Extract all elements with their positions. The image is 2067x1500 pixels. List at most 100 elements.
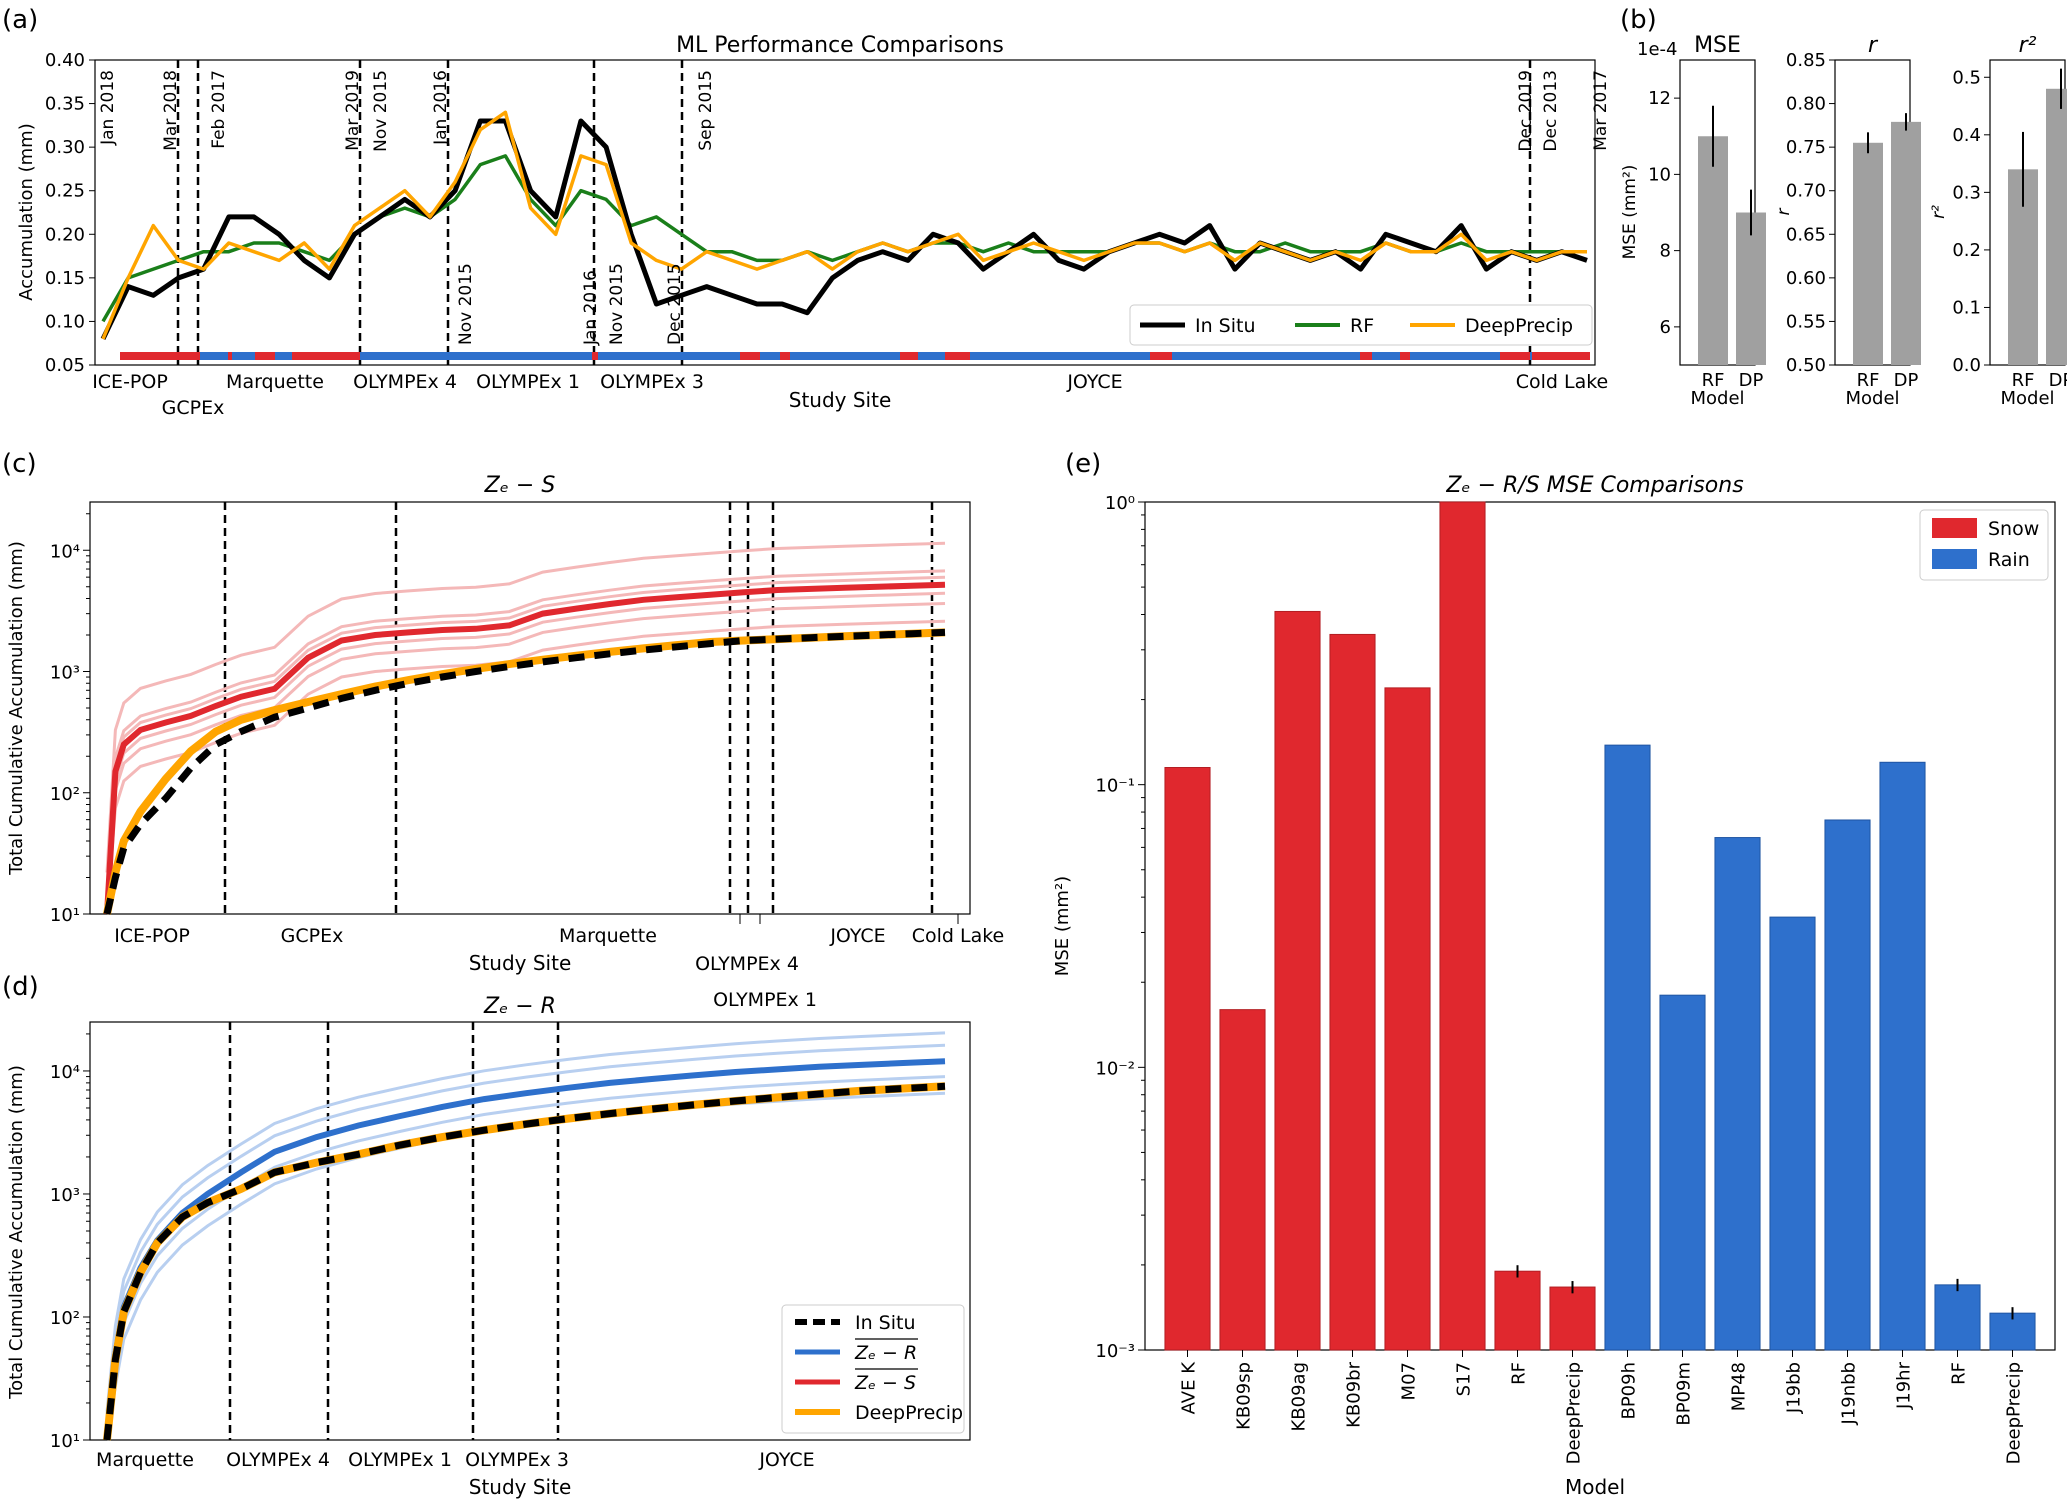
b-xtick-label: DP: [1739, 370, 1764, 391]
panel-a-precip-type-strip: [120, 352, 1590, 360]
a-line-deepprecip: [101, 110, 1587, 340]
e-legend-rain-label: Rain: [1988, 549, 2030, 571]
e-legend-snow-swatch: [1932, 518, 1977, 538]
log-tick-label: 10¹: [50, 1431, 80, 1452]
c-site-label: Cold Lake: [912, 925, 1005, 947]
c-line-deepprecip: [103, 628, 946, 915]
b-ytick-label: 0.5: [1952, 67, 1981, 88]
e-xtick-label: J19nbb: [1839, 1362, 1860, 1425]
a-ytick-label: 0.40: [45, 50, 85, 71]
log-tick-label: 10⁴: [50, 1062, 80, 1083]
b-ylabel: r: [1774, 208, 1794, 216]
a-date-top: Feb 2017: [209, 70, 229, 149]
a-ytick-label: 0.05: [45, 355, 85, 376]
e-xtick-label: DeepPrecip: [2004, 1362, 2025, 1464]
e-bar: [1824, 819, 1871, 1351]
panel-a-frame: [94, 59, 1596, 366]
b-title: MSE: [1694, 33, 1741, 58]
c-site-label: Marquette: [559, 925, 657, 947]
panel-d-plot: [103, 1022, 946, 1441]
panel-c-xlabel: Study Site: [469, 951, 572, 975]
d-site-label: OLYMPEx 3: [465, 1449, 569, 1471]
a-site-label: OLYMPEx 4: [353, 371, 457, 393]
b-ytick-label: 10: [1648, 164, 1671, 185]
e-legend-rain-swatch: [1932, 549, 1977, 569]
a-ytick-label: 0.15: [45, 268, 85, 289]
panel-e-legend: Snow Rain: [1919, 509, 2049, 581]
d-site-label: JOYCE: [758, 1449, 814, 1471]
panel-c-frame: [89, 501, 971, 915]
panel-a-y-ticks: 0.05 0.10 0.15 0.20 0.25 0.30 0.35 0.40: [45, 50, 95, 376]
a-strip-snow: [1400, 352, 1410, 360]
a-date-bottom: Nov 2015: [607, 263, 627, 345]
legend-deepprecip-label: DeepPrecip: [1465, 315, 1573, 337]
a-ytick-label: 0.35: [45, 94, 85, 115]
e-xtick-label: KB09ag: [1289, 1362, 1310, 1432]
log-tick-label: 10²: [50, 784, 80, 805]
b-ytick-label: 0.65: [1786, 224, 1826, 245]
a-strip-snow: [900, 352, 918, 360]
e-bar: [1329, 633, 1376, 1351]
e-tick-label: 10⁻²: [1095, 1058, 1135, 1079]
b-ytick-label: 0.70: [1786, 181, 1826, 202]
a-site-label: OLYMPEx 3: [600, 371, 704, 393]
b-xlabel: Model: [1845, 388, 1899, 409]
a-strip-snow: [255, 352, 275, 360]
b-ytick-label: 6: [1660, 317, 1671, 338]
e-bar: [1439, 501, 1486, 1351]
panel-e-frame: [1144, 501, 2056, 1351]
a-strip-snow: [1532, 352, 1590, 360]
b-ytick-label: 0.55: [1786, 311, 1826, 332]
b-ytick-label: 0.4: [1952, 125, 1981, 146]
b-ytick-label: 12: [1648, 88, 1671, 109]
e-bar: [1494, 1270, 1541, 1351]
panel-c-ylabel: Total Cumulative Accumulation (mm): [6, 541, 27, 876]
e-bar: [1604, 744, 1651, 1351]
a-strip-snow: [780, 352, 790, 360]
d-legend-insitu-label: In Situ: [855, 1312, 916, 1334]
panel-a-date-labels: Jan 2018 Mar 2018 Feb 2017 Mar 2019 Nov 2015…: [98, 70, 1611, 346]
a-strip-rain: [120, 352, 1532, 360]
legend-rf-label: RF: [1350, 315, 1374, 337]
e-bar: [1549, 1286, 1596, 1351]
b-xtick-label: DP: [2049, 370, 2067, 391]
log-tick-label: 10⁴: [50, 541, 80, 562]
e-bar: [1384, 687, 1431, 1351]
panel-d-legend: In Situ Zₑ − R Zₑ − S DeepPrecip: [781, 1304, 965, 1434]
legend-insitu-label: In Situ: [1195, 315, 1256, 337]
a-strip-snow: [740, 352, 760, 360]
b-bar: [1736, 212, 1766, 365]
c-ensemble-line: [105, 541, 946, 873]
a-site-label: OLYMPEx 1: [476, 371, 580, 393]
panel-d-xlabel: Study Site: [469, 1475, 572, 1499]
d-legend-deepprecip-label: DeepPrecip: [855, 1402, 963, 1424]
panel-e-letter: (e): [1065, 449, 1101, 479]
a-line-rf: [101, 154, 1587, 323]
e-xtick-label: KB09br: [1344, 1361, 1365, 1427]
e-xtick-label: J19hr: [1894, 1361, 1915, 1410]
log-tick-label: 10¹: [50, 905, 80, 926]
a-date-top: Nov 2015: [371, 70, 391, 152]
a-site-label: GCPEx: [162, 397, 225, 419]
e-xtick-label: M07: [1399, 1362, 1420, 1400]
b-xtick-label: RF: [1702, 370, 1725, 391]
d-site-label: OLYMPEx 4: [226, 1449, 330, 1471]
panel-c-y-ticks: 10¹ 10² 10³ 10⁴: [50, 513, 90, 926]
panel-a: (a) ML Performance Comparisons 0.050.100…: [2, 5, 1611, 419]
panel-c-site-labels: ICE-POP GCPEx Marquette JOYCE Cold Lake OLYMP…: [114, 914, 1004, 1011]
e-bar: [1164, 767, 1211, 1351]
a-site-label: Marquette: [226, 371, 324, 393]
a-strip-snow: [228, 352, 232, 360]
b-xlabel: Model: [2000, 388, 2054, 409]
a-strip-snow: [292, 352, 360, 360]
c-site-label: JOYCE: [829, 925, 885, 947]
a-date-bottom: Jan 2016: [581, 270, 601, 346]
b-ytick-label: 0.0: [1952, 355, 1981, 376]
e-bar: [1714, 837, 1761, 1351]
panel-e-y-ticks: 10⁻³ 10⁻² 10⁻¹ 10⁰: [1095, 493, 1145, 1362]
d-line-deepprecip: [103, 1082, 946, 1441]
c-site-label: OLYMPEx 1: [713, 989, 817, 1011]
panel-e-title: Zₑ − R/S MSE Comparisons: [1445, 473, 1743, 498]
